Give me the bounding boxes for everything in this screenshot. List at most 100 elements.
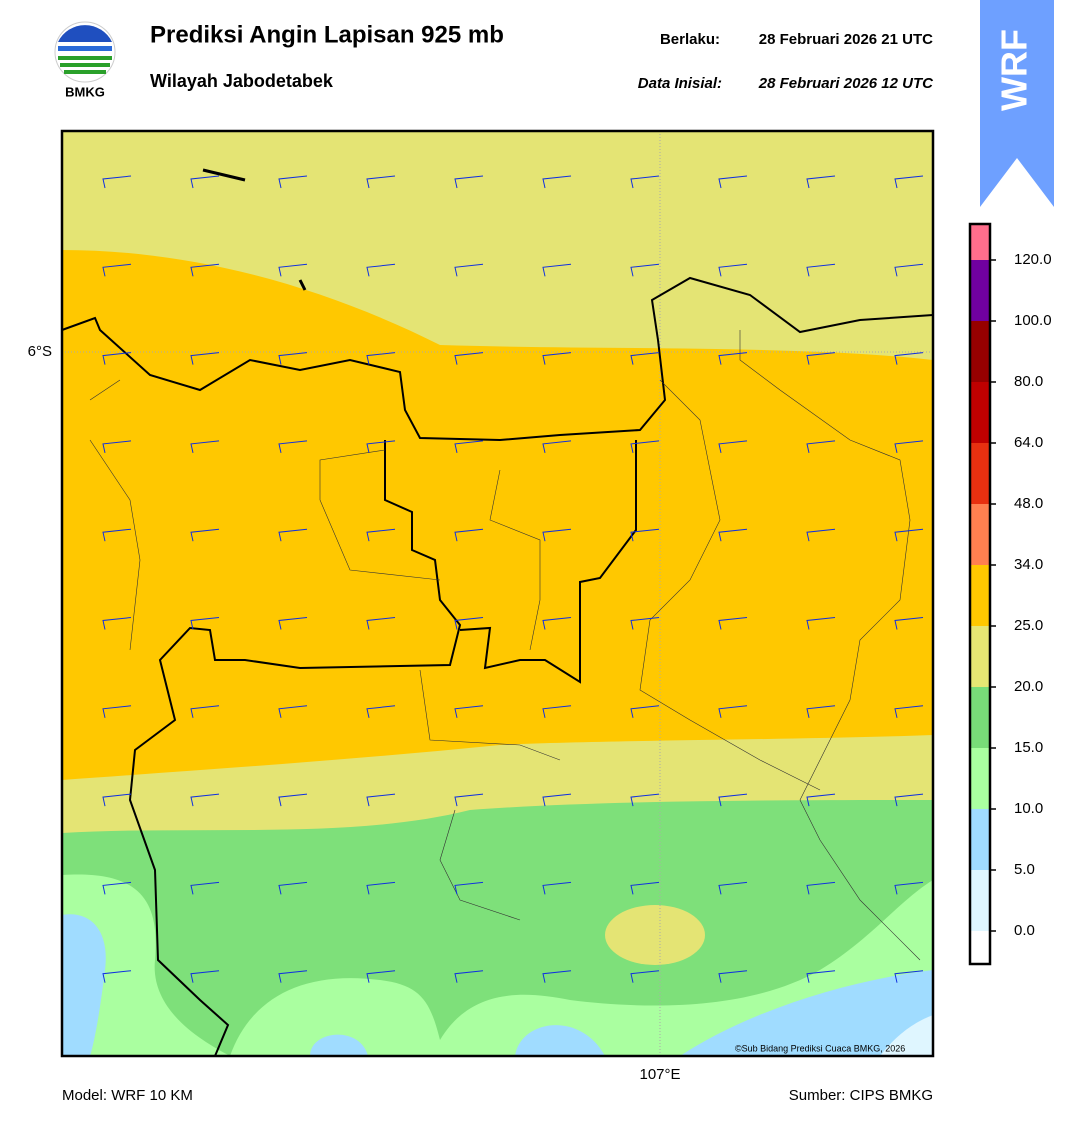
badge-text: WRF [994,29,1035,111]
colorbar-segment [970,443,990,504]
wind-barb [630,440,660,454]
colorbar-segment [970,321,990,382]
colorbar-tick-label: 48.0 [1014,495,1043,512]
wrf-badge: WRF [980,0,1054,207]
wind-barb [806,793,836,807]
colorbar-segment [970,504,990,565]
wind-barb [190,705,220,718]
colorbar-segment [970,382,990,443]
colorbar-tick-label: 64.0 [1014,434,1043,451]
colorbar-tick-label: 100.0 [1014,312,1052,329]
wind-barb [454,175,484,189]
wind-barb [366,793,396,807]
init-time: 28 Februari 2026 12 UTC [758,75,934,92]
wind-barb [366,528,396,542]
wind-barb [894,440,924,454]
wind-barb [718,440,748,454]
wind-barb [366,705,396,718]
wind-barb [630,705,660,718]
wind-barbs [102,175,924,983]
wind-barb [630,970,660,983]
wind-barb [190,970,220,983]
wind-barb [630,528,660,542]
map [62,131,933,1056]
wind-barb [454,440,484,454]
wind-barb [806,263,836,277]
wind-barb [190,617,220,630]
wind-barb [278,175,308,189]
wind-barb [190,175,220,189]
wind-barb [366,440,396,454]
wind-barb [102,881,132,895]
colorbar-segment [970,626,990,687]
colorbar-segment [970,809,990,870]
wind-barb [366,175,396,189]
colorbar-tick-label: 34.0 [1014,556,1043,573]
wind-barb [894,705,924,718]
colorbar-tick-label: 5.0 [1014,861,1035,878]
wind-barb [806,440,836,454]
wind-barb [630,263,660,277]
wind-barb [718,352,748,365]
wind-barb [894,793,924,807]
colorbar-segment [970,748,990,809]
colorbar-segment [970,260,990,321]
colorbar: 0.0 5.0 10.0 15.0 20.0 25.0 34.0 48.0 64.0 80.0 10… [968,222,1052,966]
wind-barb [718,793,748,807]
map-frame [60,129,935,1058]
wind-barb [190,881,220,895]
wind-barb [102,440,132,454]
wind-barb [454,352,484,365]
wind-barb [454,263,484,277]
wind-barb [542,970,572,983]
logo: BMKG [54,21,116,99]
colorbar-tick-label: 10.0 [1014,800,1043,817]
wind-barb [542,881,572,895]
wind-barb [278,263,308,277]
subtitle: Wilayah Jabodetabek [150,71,334,91]
colorbar-tick-label: 25.0 [1014,617,1043,634]
wind-barb [718,970,748,983]
wind-barb [102,793,132,807]
wind-barb [542,440,572,454]
wind-barb [894,617,924,630]
wind-barb [630,881,660,895]
credit: ©Sub Bidang Prediksi Cuaca BMKG, 2026 [735,1043,905,1053]
wind-barb [454,528,484,542]
lat-label: 6°S [28,343,52,360]
init-label: Data Inisial: [638,75,722,92]
wind-barb [806,528,836,542]
title: Prediksi Angin Lapisan 925 mb [150,21,504,48]
wind-barb [278,352,308,365]
wind-barb [806,705,836,718]
wind-barb [542,528,572,542]
wind-barb [278,881,308,895]
wind-barb [366,617,396,630]
wind-barb [102,175,132,189]
colorbar-tick-label: 0.0 [1014,922,1035,939]
wind-barb [278,528,308,542]
colorbar-segment [970,870,990,931]
wind-barb [366,881,396,895]
wind-barb [718,175,748,189]
wind-barb [190,263,220,277]
wind-barb [102,263,132,277]
wind-barb [542,175,572,189]
wind-barb [894,528,924,542]
wind-barb [718,263,748,277]
wind-barb [454,793,484,807]
colorbar-frame [968,222,992,966]
colorbar-tick-label: 20.0 [1014,678,1043,695]
wind-barb [630,617,660,630]
wind-barb [806,175,836,189]
wind-barb [542,617,572,630]
wind-barb [806,617,836,630]
wind-barb [102,528,132,542]
wind-barb [278,617,308,630]
wind-barb [718,528,748,542]
wind-barb [894,175,924,189]
wind-barb [454,881,484,895]
valid-label: Berlaku: [660,31,720,48]
wind-barb [894,970,924,983]
